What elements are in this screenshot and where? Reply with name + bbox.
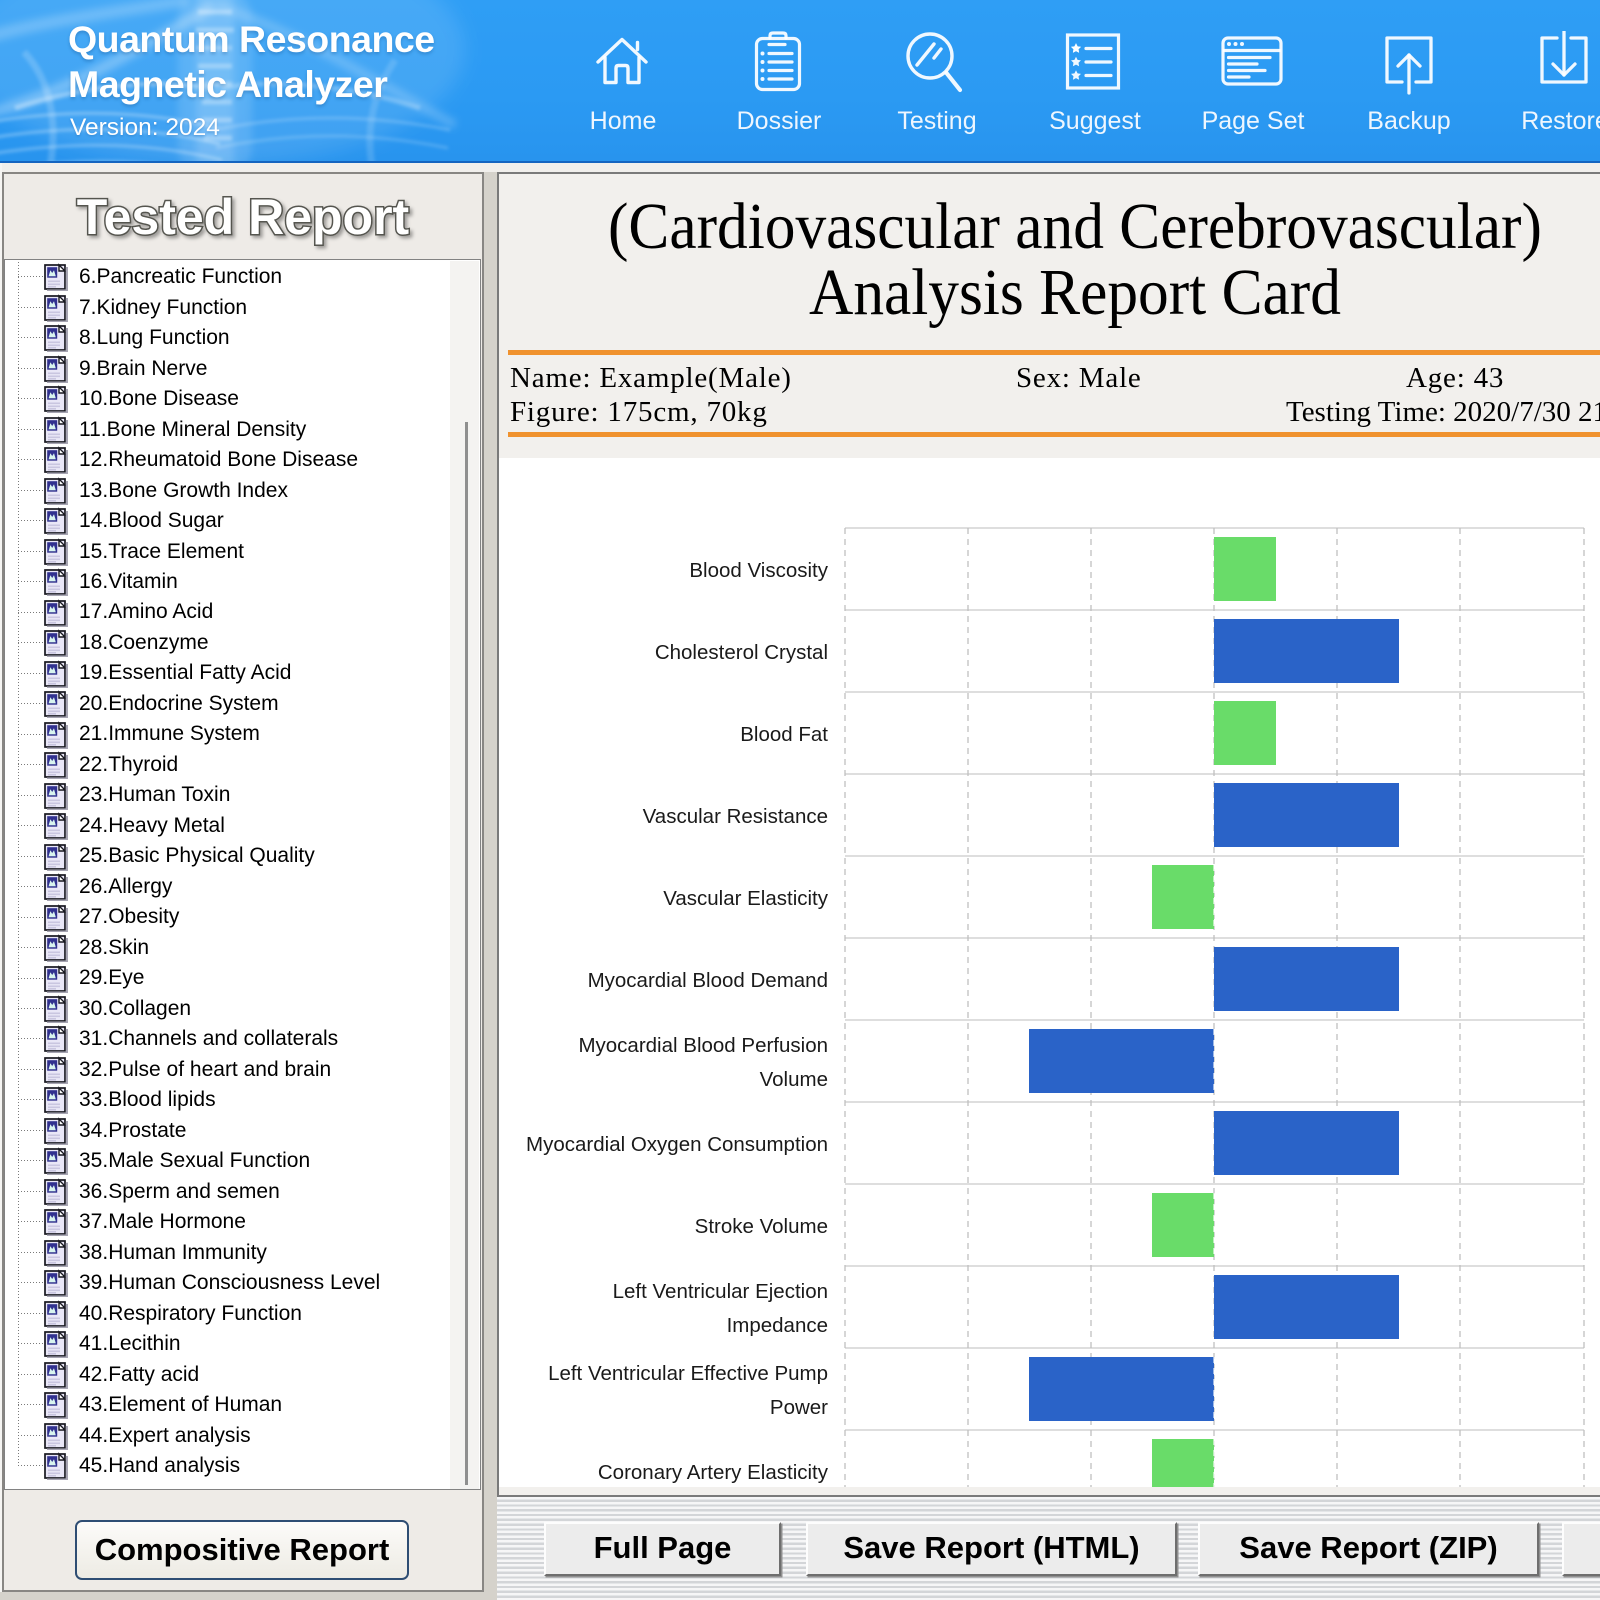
svg-text:Cholesterol Crystal: Cholesterol Crystal	[655, 641, 828, 664]
svg-text:Power: Power	[770, 1396, 828, 1419]
svg-text:Left Ventricular Ejection: Left Ventricular Ejection	[613, 1280, 828, 1303]
svg-text:Myocardial Blood Perfusion: Myocardial Blood Perfusion	[578, 1034, 828, 1057]
svg-text:Blood Fat: Blood Fat	[740, 723, 828, 746]
svg-text:Myocardial Blood Demand: Myocardial Blood Demand	[588, 969, 828, 992]
svg-text:Left Ventricular Effective Pum: Left Ventricular Effective Pump	[548, 1362, 828, 1385]
svg-text:Vascular Resistance: Vascular Resistance	[643, 805, 828, 828]
svg-text:Volume: Volume	[760, 1068, 828, 1091]
svg-text:Tested Report: Tested Report	[77, 189, 410, 245]
svg-text:Stroke Volume: Stroke Volume	[695, 1215, 828, 1238]
svg-text:Myocardial Oxygen Consumption: Myocardial Oxygen Consumption	[526, 1133, 828, 1156]
svg-text:Blood Viscosity: Blood Viscosity	[689, 559, 828, 582]
svg-text:Coronary Artery Elasticity: Coronary Artery Elasticity	[598, 1461, 829, 1484]
svg-text:Impedance: Impedance	[727, 1314, 828, 1337]
svg-text:Vascular Elasticity: Vascular Elasticity	[663, 887, 829, 910]
